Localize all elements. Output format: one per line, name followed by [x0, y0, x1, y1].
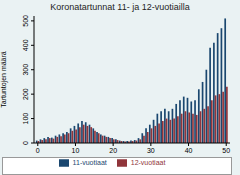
svg-text:30: 30 [147, 147, 155, 154]
svg-text:50: 50 [222, 147, 230, 154]
svg-text:0: 0 [22, 141, 29, 145]
html-text:11-vuotiaat: 11-vuotiaat [72, 159, 107, 166]
svg-text:0: 0 [36, 147, 40, 154]
html-text:12-vuotiaat: 12-vuotiaat [130, 159, 166, 166]
svg-text:20: 20 [109, 147, 117, 154]
svg-text:200: 200 [22, 88, 29, 100]
svg-text:40: 40 [185, 147, 193, 154]
svg-text:400: 400 [22, 39, 29, 51]
svg-text:300: 300 [22, 64, 29, 76]
svg-text:Tartuntojen määrä: Tartuntojen määrä [8, 51, 9, 108]
html-text:Koronatartunnat 11- ja 12-vuot: Koronatartunnat 11- ja 12-vuotiailla [50, 2, 190, 12]
svg-text:500: 500 [22, 15, 29, 27]
svg-text:10: 10 [72, 147, 80, 154]
svg-text:100: 100 [22, 113, 29, 125]
